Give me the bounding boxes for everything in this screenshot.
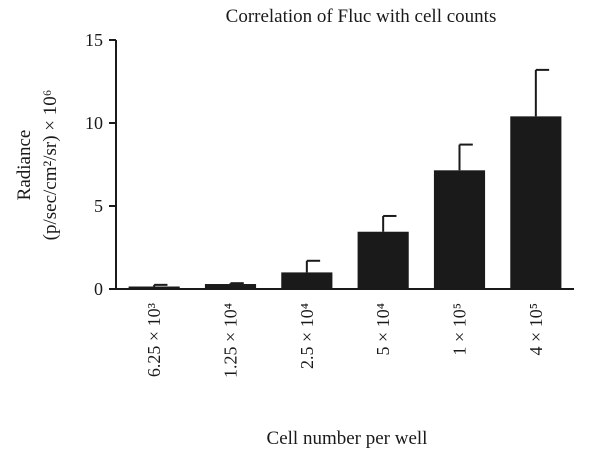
y-axis-label-line2: (p/sec/cm²/sr) × 10⁶ — [40, 90, 61, 241]
y-tick-label: 0 — [94, 279, 103, 299]
chart-title: Correlation of Fluc with cell counts — [226, 6, 497, 27]
y-tick-label: 5 — [94, 196, 103, 216]
bar — [433, 170, 486, 289]
bar — [204, 284, 257, 289]
y-axis-label: Radiance (p/sec/cm²/sr) × 10⁶ — [14, 90, 61, 241]
y-axis-label-line1: Radiance — [14, 130, 35, 201]
bar — [128, 286, 180, 289]
y-tick-label: 15 — [85, 30, 103, 50]
error-bar — [229, 282, 244, 285]
x-tick-label: 5 × 10⁴ — [373, 303, 393, 355]
x-tick-label: 2.5 × 10⁴ — [297, 303, 317, 369]
error-bar — [382, 214, 397, 232]
x-axis-label: Cell number per well — [267, 428, 428, 449]
bars — [128, 116, 562, 289]
x-tick-label: 6.25 × 10³ — [144, 302, 164, 377]
y-ticks: 0 5 10 15 — [85, 30, 116, 299]
error-bars — [153, 68, 550, 287]
error-bar — [534, 68, 550, 117]
error-bar — [305, 259, 321, 273]
bar — [357, 231, 409, 289]
x-tick-label: 1 × 10⁵ — [450, 303, 470, 355]
x-tick-labels: 6.25 × 10³ 1.25 × 10⁴ 2.5 × 10⁴ 5 × 10⁴ 1 × … — [144, 302, 546, 378]
y-tick-label: 10 — [85, 113, 103, 133]
x-tick-label: 4 × 10⁵ — [526, 303, 546, 355]
bar — [510, 116, 562, 289]
bar — [281, 272, 333, 289]
error-bar — [153, 283, 168, 287]
x-tick-label: 1.25 × 10⁴ — [221, 303, 241, 378]
error-bar — [458, 143, 473, 171]
